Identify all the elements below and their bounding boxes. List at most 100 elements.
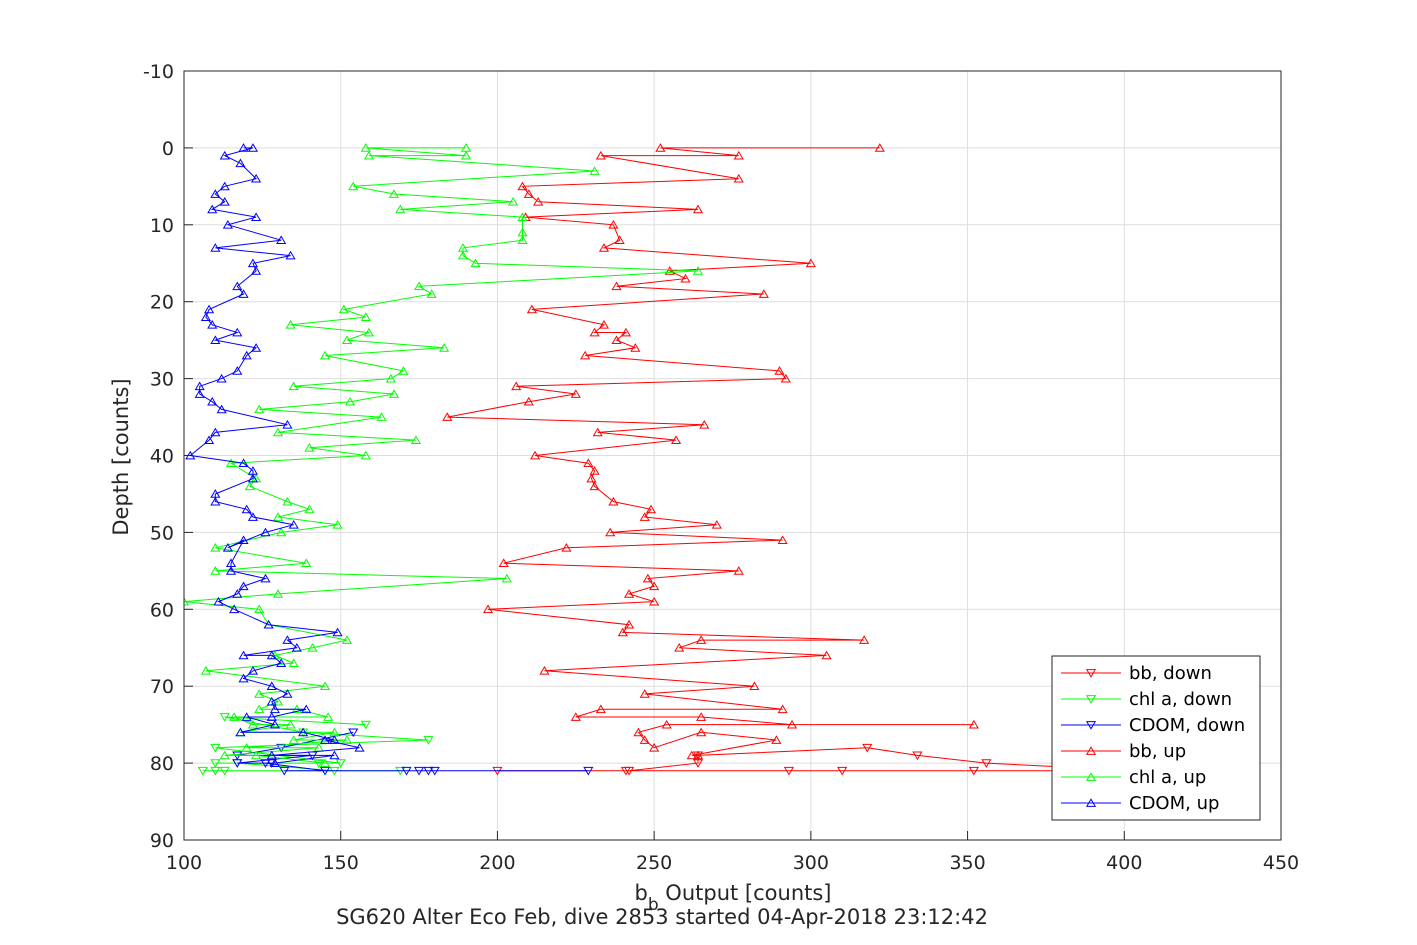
data-point-marker	[692, 204, 704, 214]
data-point-marker	[410, 435, 422, 444]
data-point-marker	[319, 681, 331, 691]
data-point-marker	[511, 381, 522, 391]
data-point-marker	[219, 181, 230, 191]
data-point-marker	[210, 427, 221, 437]
series-line	[184, 147, 699, 764]
data-point-marker	[639, 735, 650, 744]
y-tick-label: -10	[143, 61, 174, 83]
data-point-marker	[639, 689, 650, 698]
data-point-marker	[758, 289, 769, 298]
data-point-marker	[288, 658, 299, 667]
data-point-marker	[529, 450, 541, 460]
data-point-marker	[232, 281, 243, 291]
data-point-marker	[589, 481, 600, 491]
data-point-marker	[874, 143, 885, 152]
data-point-marker	[319, 758, 331, 767]
data-point-marker	[291, 642, 302, 652]
data-point-marker	[241, 350, 252, 360]
data-point-marker	[649, 596, 660, 606]
data-point-marker	[620, 766, 632, 776]
data-point-marker	[210, 766, 221, 776]
series-chl-a-up	[184, 143, 704, 767]
data-point-marker	[649, 742, 660, 752]
data-point-marker	[319, 350, 331, 360]
data-point-marker	[570, 712, 581, 721]
data-point-marker	[238, 581, 249, 591]
data-point-marker	[301, 558, 312, 568]
data-point-marker	[617, 627, 628, 637]
data-point-marker	[285, 320, 296, 329]
data-point-marker	[272, 427, 284, 437]
data-point-marker	[338, 304, 349, 314]
data-point-marker	[561, 543, 572, 552]
data-point-marker	[388, 389, 400, 398]
data-point-marker	[439, 343, 450, 352]
data-point-marker	[580, 350, 591, 360]
data-point-marker	[279, 766, 290, 776]
data-point-marker	[266, 750, 277, 760]
data-point-marker	[395, 204, 406, 214]
data-point-marker	[254, 404, 265, 414]
data-point-marker	[235, 727, 246, 737]
data-point-marker	[711, 519, 722, 529]
data-point-marker	[517, 235, 528, 245]
data-point-marker	[272, 512, 284, 521]
data-point-marker	[204, 304, 215, 314]
data-point-marker	[733, 173, 744, 183]
data-point-marker	[251, 212, 262, 221]
data-point-marker	[263, 619, 274, 629]
data-point-marker	[363, 150, 374, 160]
legend-label: bb, up	[1129, 741, 1186, 762]
data-point-marker	[611, 281, 622, 291]
data-point-marker	[696, 712, 707, 721]
data-point-marker	[307, 642, 318, 652]
data-point-marker	[269, 719, 280, 729]
data-point-marker	[204, 435, 215, 444]
y-axis-label: Depth [counts]	[109, 378, 133, 535]
legend-label: chl a, up	[1129, 767, 1206, 788]
data-point-marker	[862, 743, 873, 753]
y-tick-label: 30	[150, 369, 174, 391]
data-point-marker	[219, 750, 230, 760]
data-point-marker	[661, 719, 672, 729]
tick-labels: 100 150 200 250 300 350 400 450 -10 0 10 20 30 40 50 60…	[143, 61, 1299, 874]
data-point-marker	[777, 535, 788, 544]
data-point-marker	[783, 766, 794, 776]
data-point-marker	[341, 335, 353, 345]
legend-marker	[1085, 669, 1097, 678]
data-point-marker	[244, 481, 255, 491]
data-point-marker	[219, 766, 230, 776]
data-point-marker	[282, 419, 293, 429]
data-point-marker	[837, 766, 848, 776]
data-point-marker	[413, 281, 425, 291]
data-point-marker	[341, 735, 353, 744]
data-point-marker	[981, 759, 992, 768]
data-point-marker	[276, 527, 287, 537]
data-point-marker	[620, 327, 632, 337]
data-point-marker	[526, 304, 537, 314]
data-point-marker	[376, 412, 387, 421]
data-point-marker	[241, 742, 252, 752]
data-point-marker	[207, 396, 218, 406]
data-point-marker	[260, 573, 271, 583]
y-tick-label: 90	[150, 830, 174, 852]
legend-label: chl a, down	[1129, 689, 1232, 710]
data-point-marker	[238, 143, 249, 152]
y-tick-label: 60	[150, 599, 174, 621]
data-point-marker	[266, 650, 277, 660]
data-point-marker	[589, 466, 600, 475]
data-point-marker	[696, 635, 707, 644]
data-point-marker	[298, 727, 309, 737]
data-point-marker	[539, 666, 550, 675]
y-tick-label: 10	[150, 215, 174, 237]
data-point-marker	[288, 735, 299, 744]
data-point-marker	[523, 396, 534, 406]
data-point-marker	[786, 719, 798, 729]
data-point-marker	[912, 751, 923, 761]
series-bb-up	[442, 143, 979, 760]
data-point-marker	[398, 366, 409, 375]
data-point-marker	[611, 335, 622, 345]
x-tick-label: 200	[479, 852, 515, 874]
legend-marker	[1085, 772, 1097, 781]
data-point-marker	[210, 743, 221, 753]
